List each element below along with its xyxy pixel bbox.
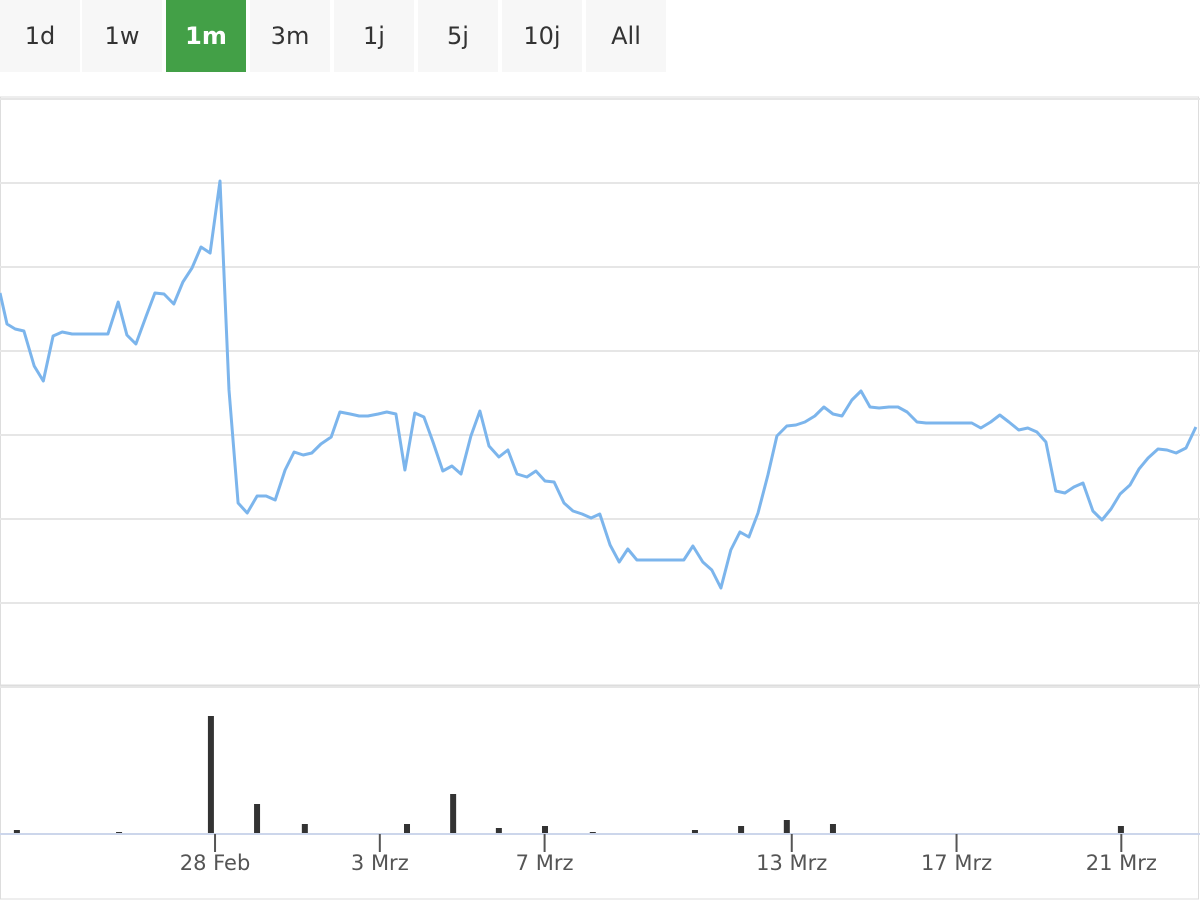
range-button[interactable]: 1m: [166, 0, 246, 72]
volume-bar: [207, 716, 214, 834]
range-button[interactable]: 1j: [334, 0, 414, 72]
volume-bar: [13, 830, 20, 834]
volume-bar: [542, 826, 549, 834]
volume-bar: [404, 824, 411, 834]
x-tick-label: 21 Mrz: [1086, 851, 1157, 875]
range-button[interactable]: 3m: [250, 0, 330, 72]
volume-bar: [301, 824, 308, 834]
range-button[interactable]: All: [586, 0, 666, 72]
x-tick-label: 7 Mrz: [516, 851, 574, 875]
volume-bar: [783, 820, 790, 834]
volume-bar: [691, 830, 698, 834]
x-tick-label: 3 Mrz: [351, 851, 409, 875]
volume-bar: [738, 826, 745, 834]
range-button[interactable]: 1d: [0, 0, 80, 72]
volume-bar: [829, 824, 836, 834]
volume-bar: [1117, 826, 1124, 834]
x-tick-label: 28 Feb: [180, 851, 251, 875]
x-tick-label: 13 Mrz: [756, 851, 827, 875]
x-tick-label: 17 Mrz: [921, 851, 992, 875]
volume-bar: [450, 794, 457, 834]
volume-bar: [495, 828, 502, 834]
chart-frame: [0, 96, 1199, 900]
range-button[interactable]: 10j: [502, 0, 582, 72]
range-button[interactable]: 1w: [82, 0, 162, 72]
volume-bar: [254, 804, 261, 834]
price-line: [0, 179, 1198, 590]
range-button[interactable]: 5j: [418, 0, 498, 72]
